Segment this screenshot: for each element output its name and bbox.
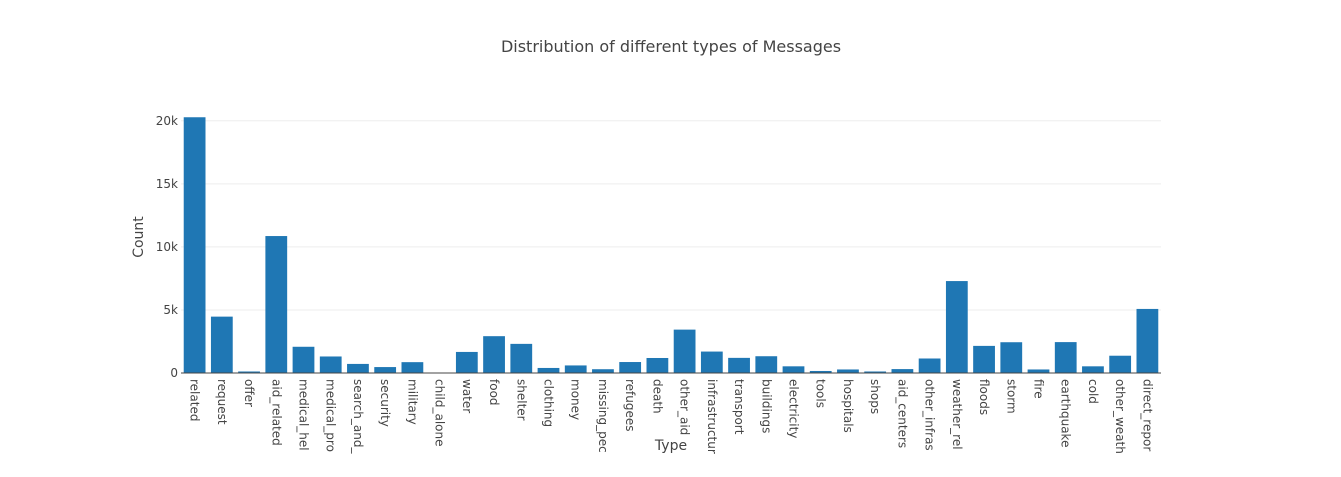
bar-aid_centers[interactable] (891, 369, 914, 373)
gridlines (181, 120, 1161, 311)
x-tick-label: tools (814, 379, 828, 408)
x-tick-label: search_and_ (351, 379, 365, 454)
x-tick-label: medical_hel (297, 379, 311, 451)
bar-medical_hel[interactable] (292, 346, 315, 373)
bar-food[interactable] (483, 336, 505, 373)
bar-infrastructur[interactable] (700, 351, 723, 373)
bar-offer[interactable] (238, 371, 260, 373)
x-tick-label: infrastructur (705, 379, 719, 454)
x-tick-label: clothing (542, 379, 556, 427)
x-axis-title: Type (654, 438, 687, 454)
x-tick-label: shelter (514, 379, 528, 421)
bar-transport[interactable] (728, 357, 750, 373)
y-tick-label: 5k (163, 303, 178, 317)
x-tick-label: money (569, 379, 583, 420)
y-axis-title: Count (131, 216, 147, 258)
x-tick-label: death (650, 379, 664, 414)
bar-hospitals[interactable] (837, 369, 859, 373)
bar-death[interactable] (646, 357, 669, 373)
x-tick-label: medical_pro (324, 379, 338, 452)
x-tick-label: related (188, 379, 202, 421)
x-tick-label: refugees (623, 379, 637, 432)
bar-clothing[interactable] (537, 367, 560, 373)
bars (183, 117, 1159, 373)
x-tick-label: buildings (759, 379, 773, 433)
bar-water[interactable] (455, 351, 478, 373)
chart-title: Distribution of different types of Messa… (501, 37, 841, 56)
x-tick-label: other_weath (1113, 379, 1127, 454)
bar-other_aid[interactable] (673, 329, 696, 373)
bar-tools[interactable] (809, 370, 832, 373)
bar-related[interactable] (183, 117, 206, 373)
y-tick-label: 10k (156, 240, 178, 254)
x-tick-label: aid_related (269, 379, 283, 446)
x-tick-label: water (460, 379, 474, 413)
bar-money[interactable] (564, 365, 587, 373)
bar-weather_rel[interactable] (945, 281, 968, 373)
bar-refugees[interactable] (619, 362, 642, 373)
x-tick-label: food (487, 379, 501, 406)
x-tick-label: earthquake (1059, 379, 1073, 447)
bar-security[interactable] (374, 367, 397, 373)
x-tick-label: offer (242, 379, 256, 407)
bar-earthquake[interactable] (1054, 342, 1077, 373)
x-tick-label: aid_centers (895, 379, 909, 448)
bar-floods[interactable] (973, 345, 995, 373)
bar-buildings[interactable] (755, 356, 778, 373)
y-tick-label: 20k (156, 114, 178, 128)
x-tick-label: fire (1032, 379, 1046, 399)
bar-other_weath[interactable] (1109, 355, 1132, 373)
bar-other_infras[interactable] (918, 358, 941, 373)
x-tick-label: other_infras (923, 379, 937, 451)
x-tick-label: hospitals (841, 379, 855, 433)
x-tick-label: child_alone (433, 379, 447, 447)
bar-cold[interactable] (1082, 366, 1104, 373)
x-tick-label: shops (868, 379, 882, 414)
x-tick-label: other_aid (678, 379, 692, 435)
x-tick-label: transport (732, 379, 746, 435)
bar-request[interactable] (210, 316, 233, 373)
x-tick-label: security (378, 379, 392, 427)
bar-aid_related[interactable] (265, 236, 288, 373)
bar-missing_pec[interactable] (592, 369, 614, 373)
bar-military[interactable] (401, 362, 424, 373)
bar-storm[interactable] (1000, 342, 1023, 373)
y-tick-label: 15k (156, 177, 178, 191)
x-tick-label: request (215, 379, 229, 425)
x-tick-label: cold (1086, 379, 1100, 404)
bar-direct_repor[interactable] (1136, 308, 1159, 373)
y-tick-label: 0 (170, 366, 178, 380)
axes: 0 5k 10k 15k 20k related request offer aid_relat… (156, 114, 1161, 454)
x-tick-label: military (405, 379, 419, 425)
x-tick-label: storm (1004, 379, 1018, 414)
bar-shelter[interactable] (510, 343, 533, 373)
bar-electricity[interactable] (782, 366, 805, 373)
x-tick-label: weather_rel (950, 379, 964, 450)
x-tick-label: direct_repor (1140, 379, 1154, 451)
bar-shops[interactable] (864, 371, 887, 373)
x-tick-label: electricity (787, 379, 801, 438)
x-tick-label: floods (977, 379, 991, 415)
bar-medical_pro[interactable] (319, 356, 342, 373)
bar-search_and_[interactable] (347, 363, 369, 373)
bar-fire[interactable] (1027, 369, 1050, 373)
x-tick-label: missing_pec (596, 379, 610, 453)
